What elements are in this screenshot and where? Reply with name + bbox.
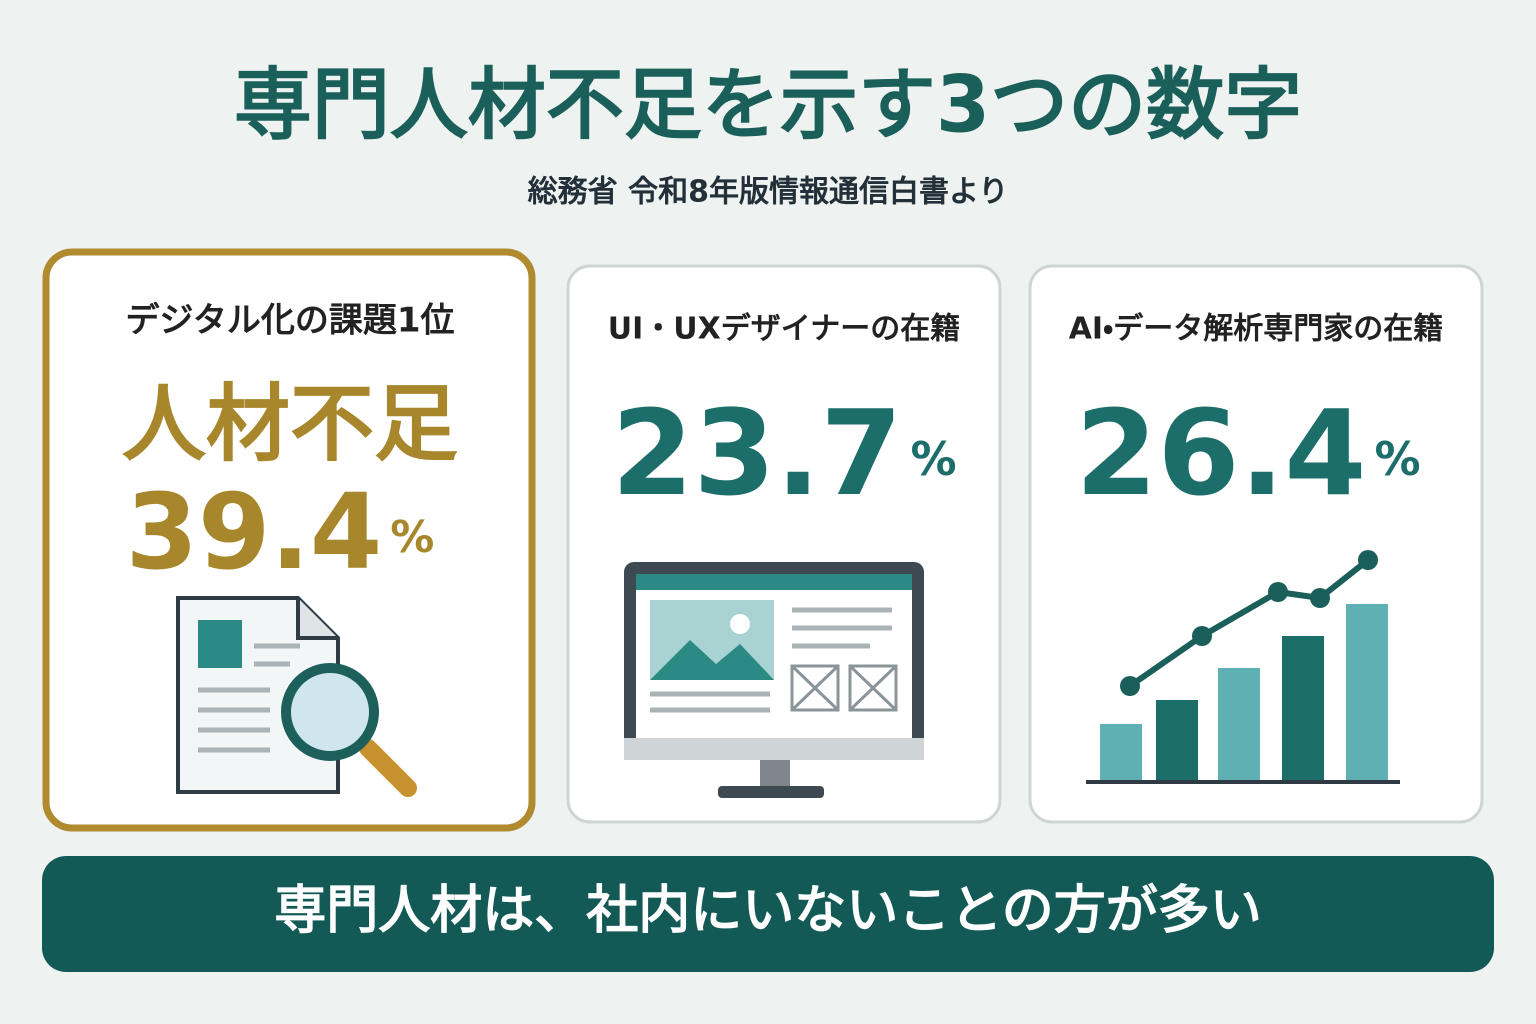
footer-banner: [42, 856, 1494, 972]
card-headline: 人材不足: [122, 375, 458, 473]
card-value: 23.7%: [611, 384, 956, 522]
card-label: UI・UXデザイナーの在籍: [608, 312, 960, 347]
growth-chart-icon: [1086, 550, 1400, 784]
unit: %: [911, 432, 957, 486]
monitor-icon: [624, 562, 924, 798]
unit: %: [390, 512, 434, 563]
card-label: AI・データ解析専門家の在籍: [1069, 312, 1444, 347]
value: 23.7: [611, 384, 902, 522]
document-search-icon: [176, 596, 417, 797]
card-value: 26.4%: [1075, 384, 1420, 522]
card-label: デジタル化の課題1位: [126, 301, 455, 341]
card: [42, 248, 536, 832]
value: 26.4: [1075, 384, 1366, 522]
card-value: 39.4%: [126, 471, 435, 593]
value: 39.4: [126, 471, 383, 593]
subtitle: 総務省 令和8年版情報通信白書より: [528, 175, 1009, 210]
title: 専門人材不足を示す3つの数字: [234, 60, 1302, 150]
footer-text: 専門人材は、社内にいないことの方が多い: [274, 881, 1261, 941]
unit: %: [1375, 432, 1421, 486]
